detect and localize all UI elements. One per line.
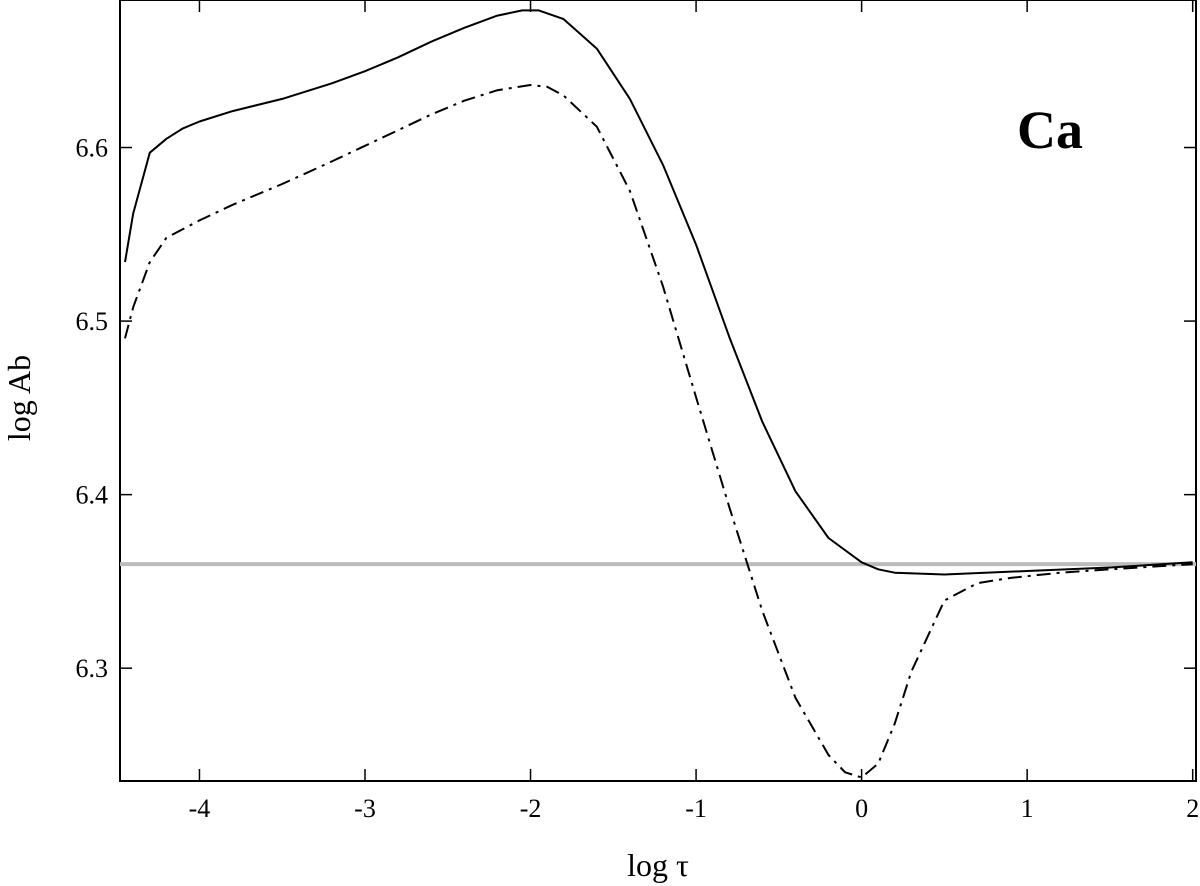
plot-frame bbox=[119, 0, 1197, 782]
x-tick-label: -3 bbox=[354, 794, 376, 823]
y-tick-label: 6.3 bbox=[76, 654, 109, 683]
x-tick-label: 0 bbox=[855, 794, 868, 823]
y-tick-label: 6.5 bbox=[76, 307, 109, 336]
x-tick-label: -2 bbox=[520, 794, 542, 823]
x-tick-label: -4 bbox=[189, 794, 211, 823]
dash-dot-curve bbox=[124, 84, 1193, 779]
x-tick-label: 2 bbox=[1186, 794, 1199, 823]
panel-annotation: Ca bbox=[1017, 100, 1083, 160]
y-tick-label: 6.6 bbox=[76, 134, 109, 163]
y-tick-label: 6.4 bbox=[76, 481, 109, 510]
x-tick-label: -1 bbox=[685, 794, 707, 823]
solid-curve bbox=[124, 9, 1193, 576]
tick-layer: -4 -3 -2 -1 0 1 2 6.3 6.4 6.5 6.6 bbox=[76, 0, 1199, 823]
y-axis-label: log Ab bbox=[1, 355, 37, 441]
x-tick-label: 1 bbox=[1021, 794, 1034, 823]
series-layer bbox=[120, 9, 1196, 779]
x-axis-label: log τ bbox=[627, 847, 689, 883]
